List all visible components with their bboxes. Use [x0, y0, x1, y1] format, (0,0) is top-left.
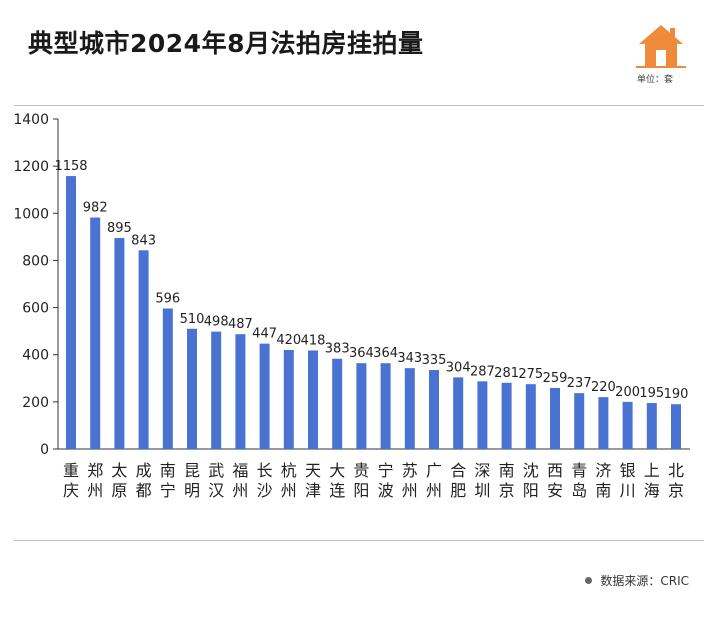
bar — [404, 368, 415, 449]
bar — [622, 401, 633, 449]
bar — [235, 334, 246, 449]
x-tick-label: 南宁 — [160, 461, 176, 500]
bottom-divider — [14, 540, 704, 541]
bullet-icon — [585, 577, 593, 584]
data-label: 418 — [301, 333, 326, 348]
data-label: 200 — [615, 385, 640, 400]
x-tick-label: 苏州 — [402, 461, 418, 500]
source-label: 数据来源：CRIC — [600, 574, 689, 588]
bar — [138, 250, 149, 449]
x-tick-label: 昆明 — [184, 461, 200, 500]
data-label: 596 — [155, 292, 180, 307]
x-tick-label: 银川 — [620, 461, 636, 500]
x-tick-label: 深圳 — [474, 461, 490, 500]
x-tick-label: 重庆 — [63, 461, 79, 500]
x-tick-label: 太原 — [111, 461, 127, 500]
bar — [332, 358, 343, 449]
unit-label: 单位：套 — [637, 75, 674, 85]
bar — [114, 238, 125, 449]
bar — [66, 176, 76, 450]
x-tick-label: 广州 — [426, 461, 442, 500]
data-label: 237 — [567, 376, 592, 391]
y-tick-label: 200 — [22, 395, 49, 411]
x-tick-label: 贵阳 — [353, 461, 369, 500]
y-tick-label: 1200 — [13, 159, 49, 175]
x-tick-label: 南京 — [499, 461, 515, 500]
data-label: 275 — [518, 367, 543, 382]
house-logo-icon — [636, 22, 686, 72]
data-label: 287 — [470, 364, 495, 379]
x-tick-label: 天津 — [305, 461, 321, 500]
x-tick-label: 宁波 — [378, 461, 394, 500]
data-label: 343 — [397, 351, 422, 366]
x-tick-label: 西安 — [547, 461, 563, 500]
bar — [646, 403, 657, 449]
data-label: 420 — [276, 333, 301, 348]
x-tick-label: 北京 — [668, 461, 684, 500]
bar — [429, 370, 439, 449]
x-tick-label: 上海 — [644, 461, 660, 500]
data-label: 895 — [107, 221, 132, 236]
data-label: 304 — [446, 360, 471, 375]
x-tick-label: 杭州 — [281, 461, 297, 500]
bar — [525, 384, 536, 449]
bar — [501, 382, 512, 449]
y-tick-label: 1400 — [13, 112, 49, 128]
data-label: 1158 — [54, 159, 87, 174]
data-label: 195 — [639, 386, 664, 401]
x-tick-label: 长沙 — [257, 461, 273, 500]
x-tick-label: 成都 — [136, 461, 152, 500]
bar — [187, 328, 197, 449]
data-label: 281 — [494, 366, 519, 381]
y-tick-label: 0 — [40, 442, 49, 458]
x-tick-label: 沈阳 — [523, 461, 539, 500]
x-tick-label: 福州 — [232, 461, 248, 500]
data-label: 364 — [373, 346, 398, 361]
data-label: 259 — [543, 371, 568, 386]
data-label: 447 — [252, 327, 277, 342]
bar — [574, 393, 585, 449]
x-tick-label: 合肥 — [450, 461, 466, 500]
bar — [453, 377, 464, 449]
bar — [598, 397, 609, 449]
bar — [162, 308, 173, 449]
x-tick-label: 郑州 — [87, 461, 103, 500]
top-divider — [14, 105, 704, 106]
bar — [671, 404, 681, 449]
bar-chart: 0 200 400 600 800 1000 1200 1400 1158 重庆 982 郑州 895 太… — [13, 112, 690, 500]
x-tick-label: 济南 — [595, 461, 611, 500]
bar — [283, 350, 294, 449]
bar — [550, 387, 560, 449]
bar — [356, 363, 367, 449]
bar — [308, 350, 318, 449]
x-tick-label: 大连 — [329, 461, 345, 500]
x-tick-label: 武汉 — [208, 461, 224, 500]
bar — [90, 217, 101, 449]
data-label: 220 — [591, 380, 616, 395]
chart-title: 典型城市2024年8月法拍房挂拍量 — [28, 29, 424, 58]
data-label: 982 — [83, 201, 108, 216]
data-label: 364 — [349, 346, 374, 361]
bar — [211, 331, 222, 449]
x-tick-label: 青岛 — [571, 461, 587, 500]
y-tick-label: 1000 — [13, 206, 49, 222]
data-label: 383 — [325, 342, 350, 357]
bar — [380, 363, 391, 449]
data-label: 335 — [422, 353, 447, 368]
data-label: 510 — [180, 312, 205, 327]
data-label: 498 — [204, 315, 229, 330]
data-label: 843 — [131, 233, 156, 248]
bar — [259, 343, 270, 449]
data-label: 487 — [228, 317, 253, 332]
y-tick-label: 600 — [22, 301, 49, 317]
y-tick-label: 400 — [22, 348, 49, 364]
y-tick-label: 800 — [22, 253, 49, 269]
data-label: 190 — [664, 387, 689, 402]
source-note: 数据来源：CRIC — [585, 572, 689, 589]
bar — [477, 381, 488, 449]
